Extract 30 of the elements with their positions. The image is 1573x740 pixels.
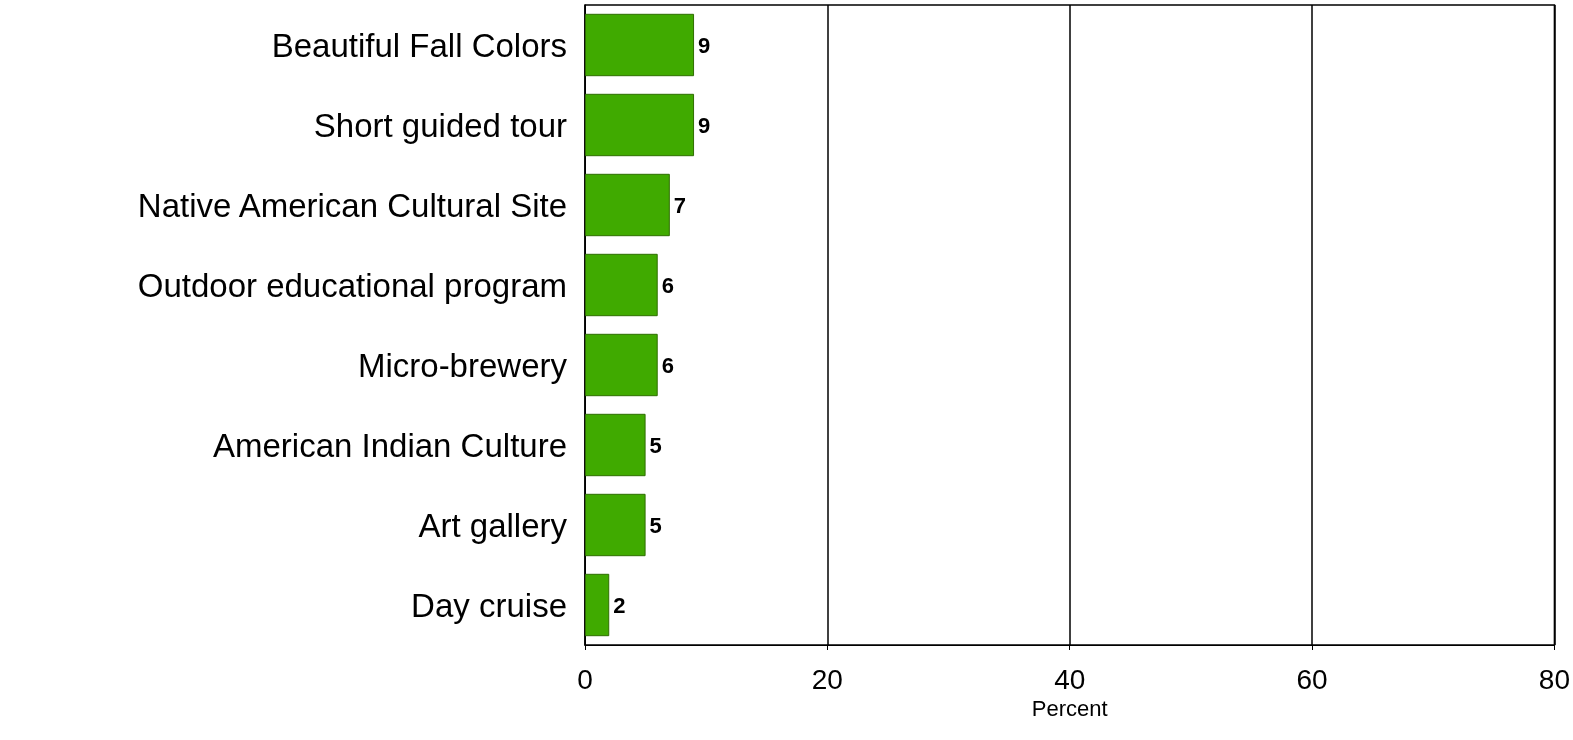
x-tick-label: 20	[811, 663, 843, 695]
y-tick-label: Outdoor educational program	[137, 266, 567, 304]
y-tick-label: Native American Cultural Site	[137, 186, 567, 224]
data-label: 5	[649, 512, 662, 538]
bar	[585, 413, 646, 477]
x-tick-label: 80	[1538, 663, 1571, 695]
data-label: 9	[698, 112, 711, 138]
y-tick-label: Art gallery	[418, 506, 568, 544]
bar	[585, 573, 610, 637]
y-tick-label: Short guided tour	[313, 106, 568, 144]
x-tick-label: 60	[1296, 663, 1328, 695]
bar	[585, 93, 695, 157]
bar	[585, 333, 658, 397]
data-label: 7	[673, 192, 687, 218]
x-tick-label: 40	[1054, 663, 1086, 695]
bar	[585, 253, 658, 317]
y-tick-label: American Indian Culture	[212, 426, 567, 464]
bar	[585, 13, 695, 77]
bar	[585, 493, 646, 557]
data-label: 5	[649, 432, 662, 458]
data-label: 6	[661, 272, 674, 298]
y-tick-label: Micro-brewery	[357, 346, 568, 384]
data-label: 6	[661, 352, 674, 378]
y-tick-label: Beautiful Fall Colors	[271, 26, 567, 64]
x-axis-title: Percent	[1031, 696, 1108, 722]
bar	[585, 173, 670, 237]
y-tick-label: Day cruise	[411, 586, 567, 624]
data-label: 9	[698, 32, 711, 58]
x-tick-label: 0	[577, 663, 593, 695]
data-label: 2	[613, 592, 626, 618]
